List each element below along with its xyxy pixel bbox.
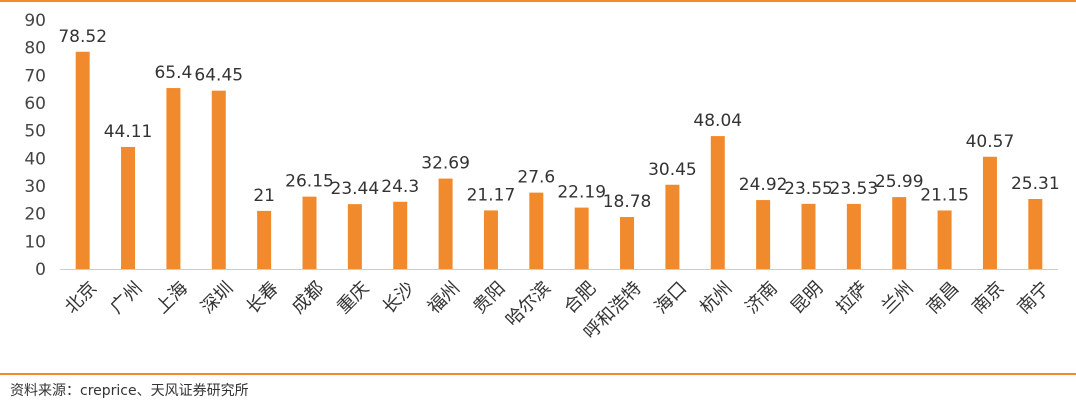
data-label: 27.6: [517, 168, 555, 188]
data-label: 48.04: [693, 111, 742, 131]
data-label: 32.69: [421, 154, 470, 174]
x-tick-label: 兰州: [878, 278, 918, 318]
x-tick-label: 贵阳: [469, 278, 509, 318]
bar: [982, 156, 997, 269]
bar: [347, 204, 362, 269]
data-label: 64.45: [194, 66, 243, 86]
x-tick-label: 长春: [242, 278, 282, 318]
y-tick-label: 20: [24, 205, 46, 225]
y-tick-label: 70: [24, 66, 46, 86]
y-tick-label: 10: [24, 232, 46, 252]
y-tick-label: 80: [24, 39, 46, 59]
x-tick-label: 哈尔滨: [502, 278, 555, 331]
bar: [438, 178, 453, 269]
bar: [756, 200, 771, 269]
data-label: 23.53: [830, 179, 879, 199]
data-label: 23.44: [331, 179, 380, 199]
x-tick-label: 合肥: [560, 278, 600, 318]
data-label: 24.92: [739, 175, 788, 195]
data-label: 25.31: [1011, 174, 1060, 194]
bottom-divider: [0, 373, 1076, 375]
data-label: 22.19: [557, 183, 606, 203]
x-tick-label: 长沙: [379, 278, 419, 318]
y-tick-label: 90: [24, 11, 46, 31]
bar: [302, 196, 317, 269]
y-tick-label: 60: [24, 94, 46, 114]
y-tick-label: 0: [35, 260, 46, 280]
data-label: 21: [253, 186, 275, 206]
data-label: 30.45: [648, 160, 697, 180]
bar: [166, 88, 181, 269]
bar: [710, 136, 725, 269]
x-tick-label: 济南: [741, 278, 781, 318]
data-label: 40.57: [966, 132, 1015, 152]
data-label: 44.11: [104, 122, 153, 142]
source-note: 资料来源：creprice、天风证券研究所: [10, 383, 249, 399]
bar: [801, 203, 816, 269]
x-tick-label: 昆明: [787, 278, 827, 318]
bar: [483, 210, 498, 269]
data-label: 78.52: [58, 27, 107, 47]
bar: [892, 197, 907, 269]
x-tick-label: 上海: [152, 278, 192, 318]
bar: [1028, 198, 1043, 269]
x-tick-label: 福州: [424, 278, 464, 318]
bar: [257, 210, 272, 269]
bar: [529, 192, 544, 269]
bar: [121, 146, 136, 269]
data-label: 18.78: [603, 192, 652, 212]
y-tick-label: 30: [24, 177, 46, 197]
y-tick-label: 50: [24, 122, 46, 142]
x-tick-label: 杭州: [696, 278, 736, 318]
bar-chart: 0 10 20 30 40 50 60 70 80 90 78.52 44.11 65.4 64.45 2…: [24, 11, 1059, 344]
x-tick-label: 拉萨: [832, 278, 872, 318]
x-tick-label: 南京: [968, 278, 1008, 318]
x-tick-label: 北京: [61, 278, 101, 318]
bar: [620, 217, 635, 269]
x-axis: 北京 广州 上海 深圳 长春 成都 重庆 长沙 福州 贵阳哈尔滨 合肥呼和浩特 海口 杭州 济南 昆明 拉萨兰…: [61, 278, 1054, 344]
data-label: 65.4: [154, 63, 192, 83]
x-tick-label: 成都: [288, 278, 328, 318]
bar: [75, 51, 90, 269]
x-tick-label: 南昌: [923, 278, 963, 318]
y-axis: 0 10 20 30 40 50 60 70 80 90: [24, 11, 46, 280]
data-label: 21.15: [920, 185, 969, 205]
data-label: 21.17: [467, 185, 516, 205]
data-label: 23.55: [784, 179, 833, 199]
bar: [846, 203, 861, 269]
bar: [574, 207, 589, 269]
top-divider: [0, 0, 1076, 2]
x-tick-label: 南宁: [1014, 278, 1054, 318]
data-label: 25.99: [875, 172, 924, 192]
bar: [665, 184, 680, 269]
x-tick-label: 深圳: [197, 278, 237, 318]
bar: [211, 90, 226, 270]
x-tick-label: 广州: [106, 278, 146, 318]
x-tick-label: 海口: [651, 278, 691, 318]
data-label: 26.15: [285, 172, 334, 192]
bar: [393, 201, 408, 269]
x-tick-label: 重庆: [333, 278, 373, 318]
bar: [937, 210, 952, 269]
bars: [75, 51, 1043, 270]
data-label: 24.3: [381, 177, 419, 197]
y-tick-label: 40: [24, 149, 46, 169]
